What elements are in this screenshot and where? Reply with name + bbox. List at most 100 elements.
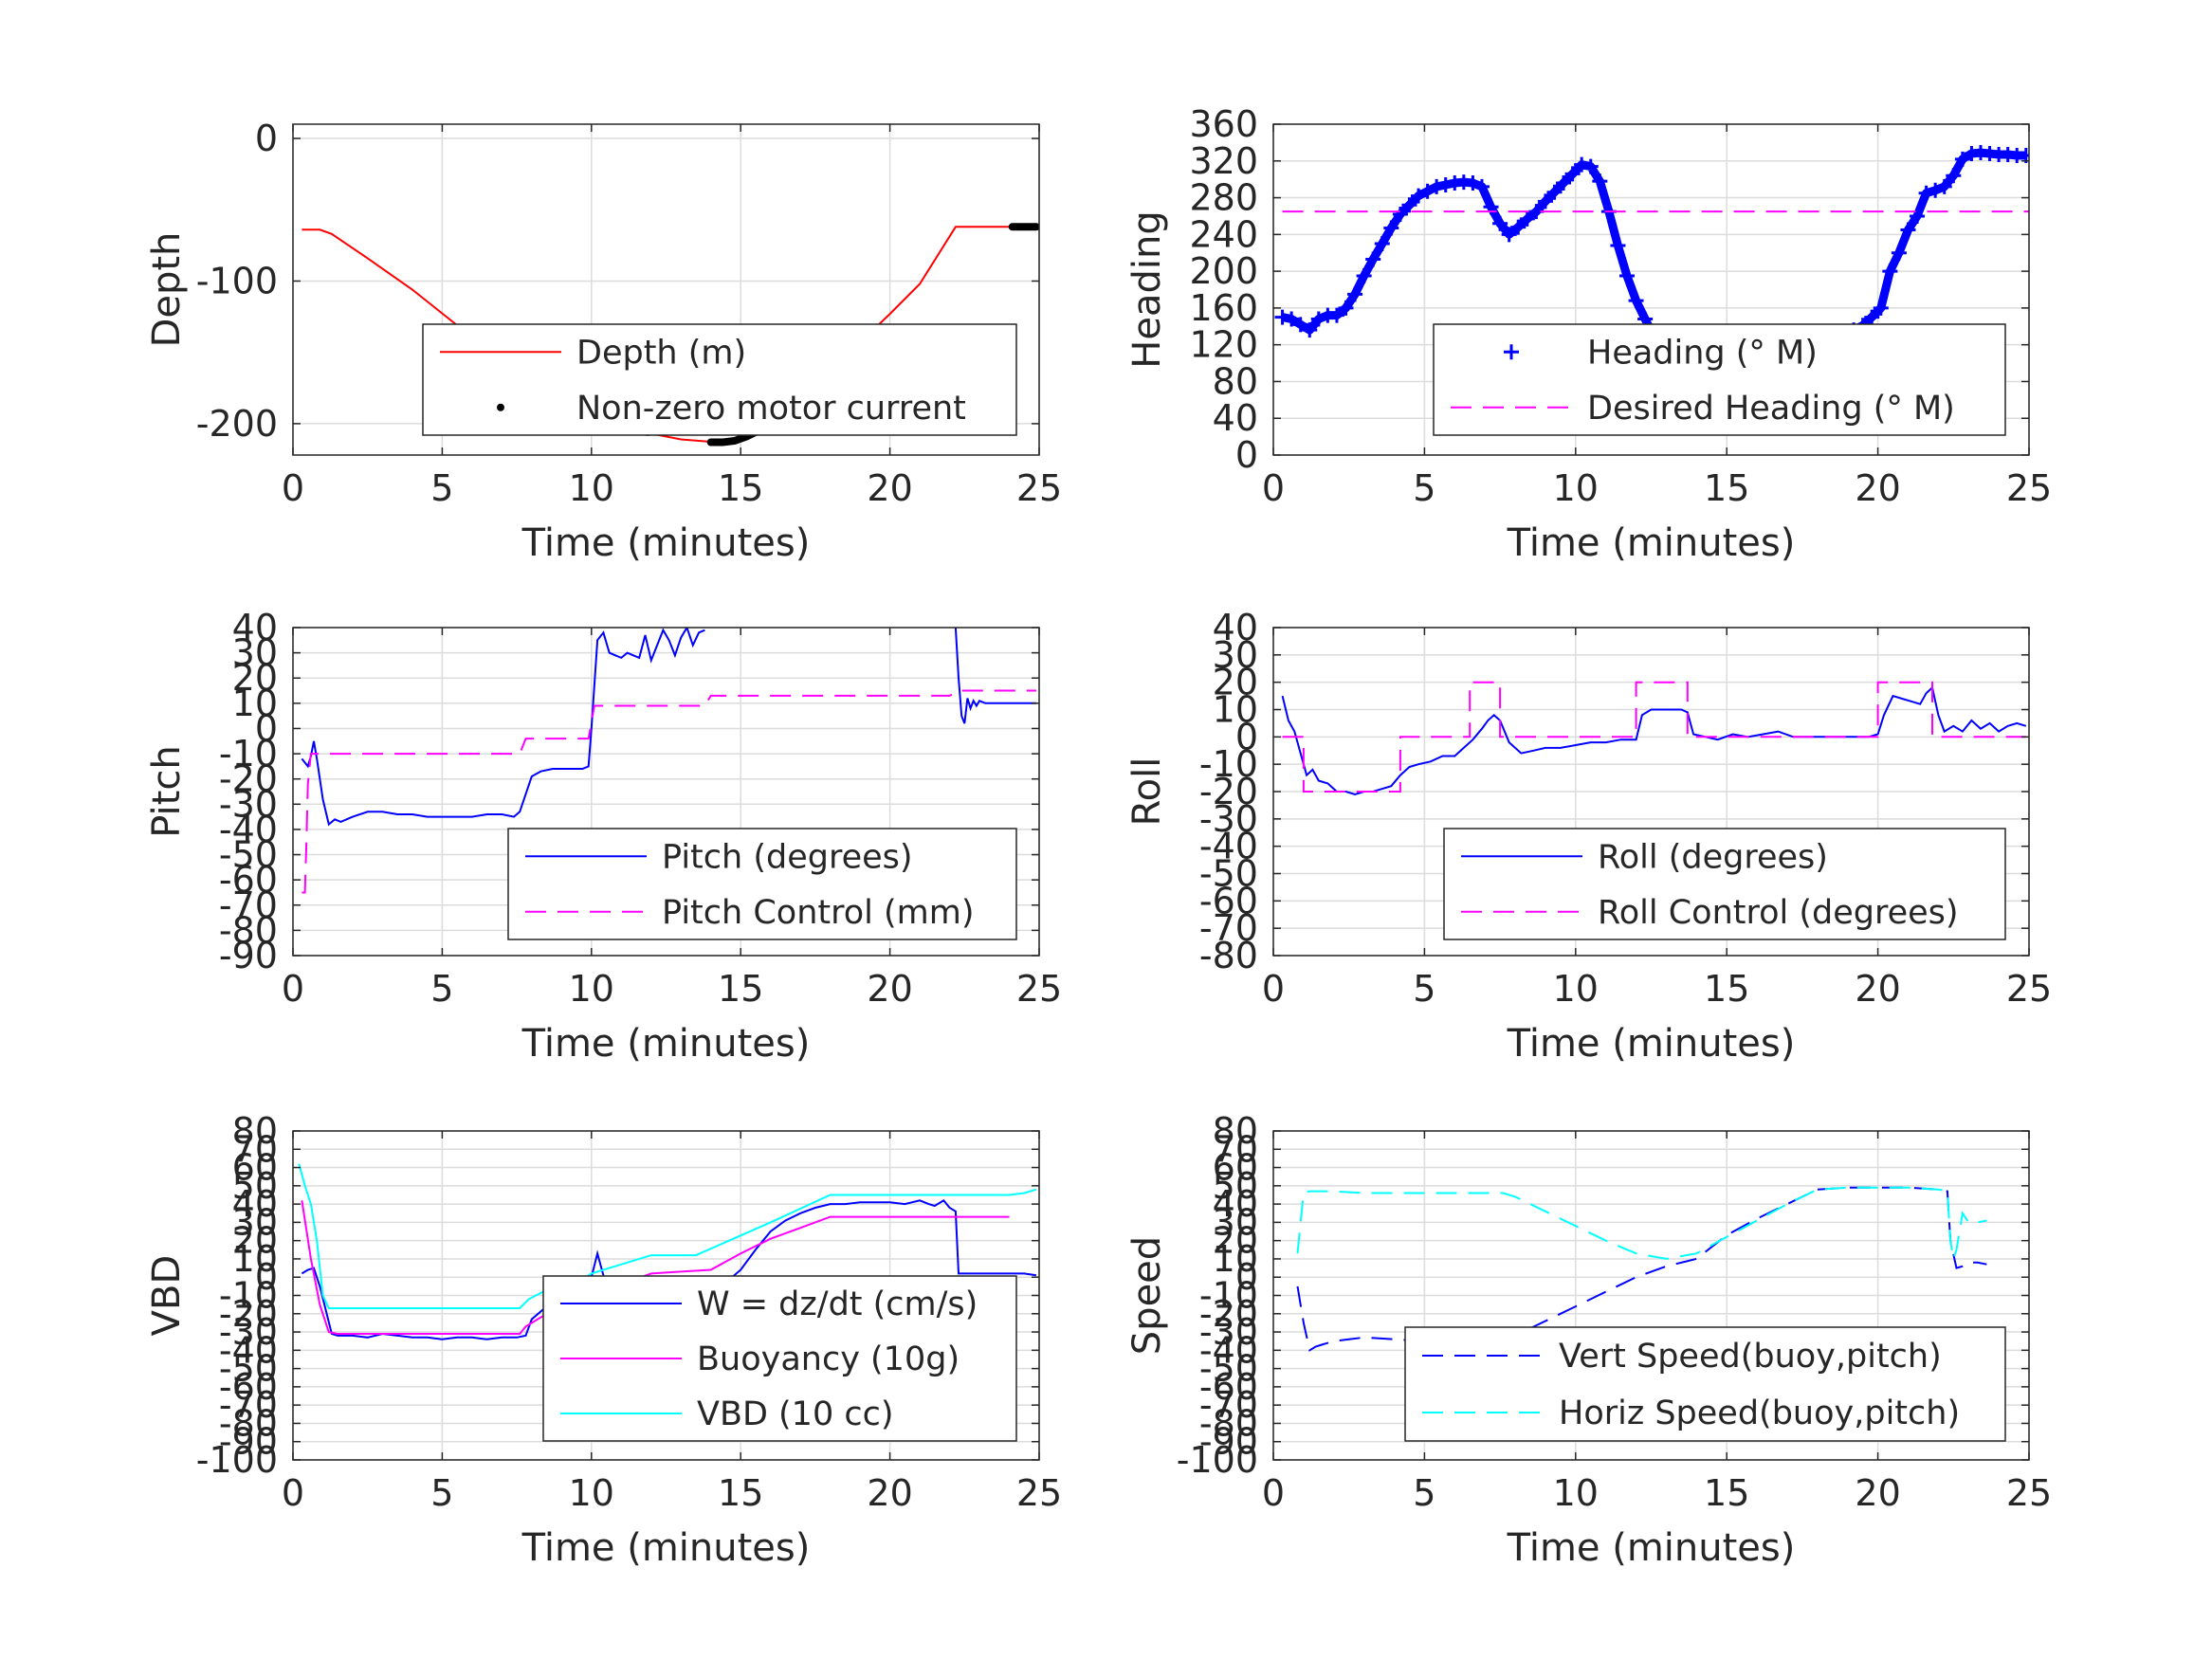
roll-ytick-label: -70 bbox=[1199, 907, 1258, 949]
heading-ytick-label: 360 bbox=[1189, 103, 1258, 145]
vbd-xtick-label: 20 bbox=[867, 1472, 912, 1514]
heading-xtick-label: 25 bbox=[2006, 467, 2052, 509]
heading-series-0-marker bbox=[1574, 156, 1590, 173]
speed-plot-area bbox=[1296, 1186, 1987, 1352]
depth-legend-swatch bbox=[497, 403, 504, 411]
heading-series-0-marker bbox=[1437, 176, 1453, 192]
heading-series-0-marker bbox=[1401, 197, 1417, 213]
heading-series-0-marker bbox=[1383, 220, 1399, 236]
roll-legend-label: Roll Control (degrees) bbox=[1598, 894, 1959, 932]
heading-xtick-label: 0 bbox=[1262, 467, 1285, 509]
vbd-ytick-label: -90 bbox=[219, 1421, 278, 1463]
pitch-xtick-label: 0 bbox=[282, 968, 304, 1010]
roll-plot-area bbox=[1281, 681, 2027, 795]
roll-ytick-label: -30 bbox=[1199, 798, 1258, 840]
pitch-ytick-label: -80 bbox=[219, 909, 278, 951]
heading-series-0-marker bbox=[1546, 184, 1563, 200]
depth-xtick-label: 10 bbox=[569, 467, 614, 509]
vbd-ytick-label: -40 bbox=[219, 1329, 278, 1371]
heading-series-0-marker bbox=[1284, 311, 1300, 327]
vbd-ytick-label: -60 bbox=[219, 1366, 278, 1408]
heading-series-0-marker bbox=[1274, 309, 1290, 325]
speed-ytick-label: 20 bbox=[1213, 1220, 1258, 1262]
heading-xtick-label: 15 bbox=[1704, 467, 1749, 509]
depth-xtick-label: 15 bbox=[718, 467, 763, 509]
speed-xtick-label: 5 bbox=[1413, 1472, 1435, 1514]
heading-series-0-marker bbox=[1610, 237, 1626, 253]
pitch-ytick-label: -90 bbox=[219, 935, 278, 976]
depth-xtick-label: 0 bbox=[282, 467, 304, 509]
depth-series-0-line bbox=[302, 226, 1036, 444]
vbd-xtick-label: 5 bbox=[430, 1472, 453, 1514]
pitch-xtick-label: 20 bbox=[867, 968, 912, 1010]
roll-xtick-label: 15 bbox=[1704, 968, 1749, 1010]
heading-legend-label: Desired Heading (° M) bbox=[1587, 390, 1955, 428]
pitch-xtick-label: 5 bbox=[430, 968, 453, 1010]
heading-series-0-marker bbox=[1356, 267, 1372, 283]
pitch-ytick-label: 20 bbox=[232, 657, 278, 699]
heading-series-0-marker bbox=[1411, 188, 1427, 204]
speed-legend-box bbox=[1404, 1326, 2006, 1442]
heading-series-0-marker bbox=[1882, 264, 1898, 280]
heading-series-0-marker bbox=[1510, 219, 1526, 235]
roll-ylabel: Roll bbox=[1125, 757, 1169, 827]
speed-ytick-label: -40 bbox=[1199, 1329, 1258, 1371]
heading-series-0-marker bbox=[1619, 267, 1635, 283]
pitch-axes: 0 5 10 15 20 25-90-80-70-60-50-40-30-20-10010… bbox=[145, 607, 1062, 1066]
vbd-ytick-label: -100 bbox=[196, 1439, 278, 1481]
speed-ytick-label: 70 bbox=[1213, 1128, 1258, 1170]
pitch-legend-label: Pitch Control (mm) bbox=[662, 894, 974, 932]
pitch-series-1-line bbox=[954, 628, 1036, 724]
heading-legend-swatch bbox=[1504, 344, 1519, 360]
vbd-ytick-label: -30 bbox=[219, 1311, 278, 1353]
depth-xtick-label: 5 bbox=[430, 467, 453, 509]
speed-legend: Vert Speed(buoy,pitch) Horiz Speed(buoy,p… bbox=[1404, 1326, 2006, 1442]
depth-ytick-label: -200 bbox=[196, 403, 278, 445]
heading-series-0-marker bbox=[1582, 158, 1599, 174]
pitch-xtick-label: 25 bbox=[1016, 968, 1062, 1010]
depth-legend-label: Depth (m) bbox=[576, 334, 746, 372]
vbd-ytick-label: 20 bbox=[232, 1220, 278, 1262]
heading-ytick-label: 120 bbox=[1189, 324, 1258, 366]
heading-series-0-marker bbox=[1392, 207, 1408, 223]
speed-xtick-label: 0 bbox=[1262, 1472, 1285, 1514]
pitch-ytick-label: -20 bbox=[219, 758, 278, 800]
roll-ytick-label: -80 bbox=[1199, 935, 1258, 976]
heading-ytick-label: 320 bbox=[1189, 140, 1258, 182]
heading-series-0-marker bbox=[1338, 300, 1354, 316]
speed-ytick-label: 0 bbox=[1235, 1256, 1258, 1298]
heading-series-0-marker bbox=[1954, 151, 1970, 167]
heading-series-0-marker bbox=[1328, 307, 1344, 323]
roll-series-0-line bbox=[1281, 685, 2027, 795]
vbd-ytick-label: 30 bbox=[232, 1201, 278, 1243]
vbd-xtick-label: 0 bbox=[282, 1472, 304, 1514]
vbd-series-2-line bbox=[298, 1163, 1037, 1309]
heading-legend: Heading (° M) Desired Heading (° M) bbox=[1433, 323, 2006, 436]
speed-ytick-label: -10 bbox=[1199, 1275, 1258, 1317]
roll-ytick-label: -40 bbox=[1199, 826, 1258, 867]
pitch-axes-box bbox=[292, 627, 1040, 957]
speed-ytick-label: -100 bbox=[1177, 1439, 1258, 1481]
vbd-legend-label: W = dz/dt (cm/s) bbox=[697, 1285, 978, 1323]
heading-series-0-marker bbox=[1936, 178, 1952, 194]
roll-ytick-label: 40 bbox=[1213, 607, 1258, 648]
depth-ylabel: Depth bbox=[145, 232, 189, 348]
speed-legend-label: Horiz Speed(buoy,pitch) bbox=[1559, 1395, 1960, 1432]
pitch-ytick-label: -50 bbox=[219, 834, 278, 876]
heading-series-0-marker bbox=[1465, 175, 1481, 191]
roll-ytick-label: -10 bbox=[1199, 743, 1258, 785]
heading-series-0-marker bbox=[1918, 185, 1934, 201]
pitch-ytick-label: -10 bbox=[219, 733, 278, 775]
depth-legend: Depth (m) Non-zero motor current bbox=[422, 323, 1017, 436]
pitch-ytick-label: 0 bbox=[255, 707, 278, 749]
heading-xtick-label: 10 bbox=[1553, 467, 1599, 509]
pitch-ytick-label: -40 bbox=[219, 809, 278, 850]
vbd-xlabel: Time (minutes) bbox=[521, 1526, 811, 1570]
roll-xlabel: Time (minutes) bbox=[1507, 1022, 1796, 1066]
roll-legend-label: Roll (degrees) bbox=[1598, 838, 1828, 876]
heading-xtick-label: 20 bbox=[1855, 467, 1900, 509]
speed-ytick-label: 50 bbox=[1213, 1165, 1258, 1207]
heading-series-0-marker bbox=[1556, 175, 1572, 191]
